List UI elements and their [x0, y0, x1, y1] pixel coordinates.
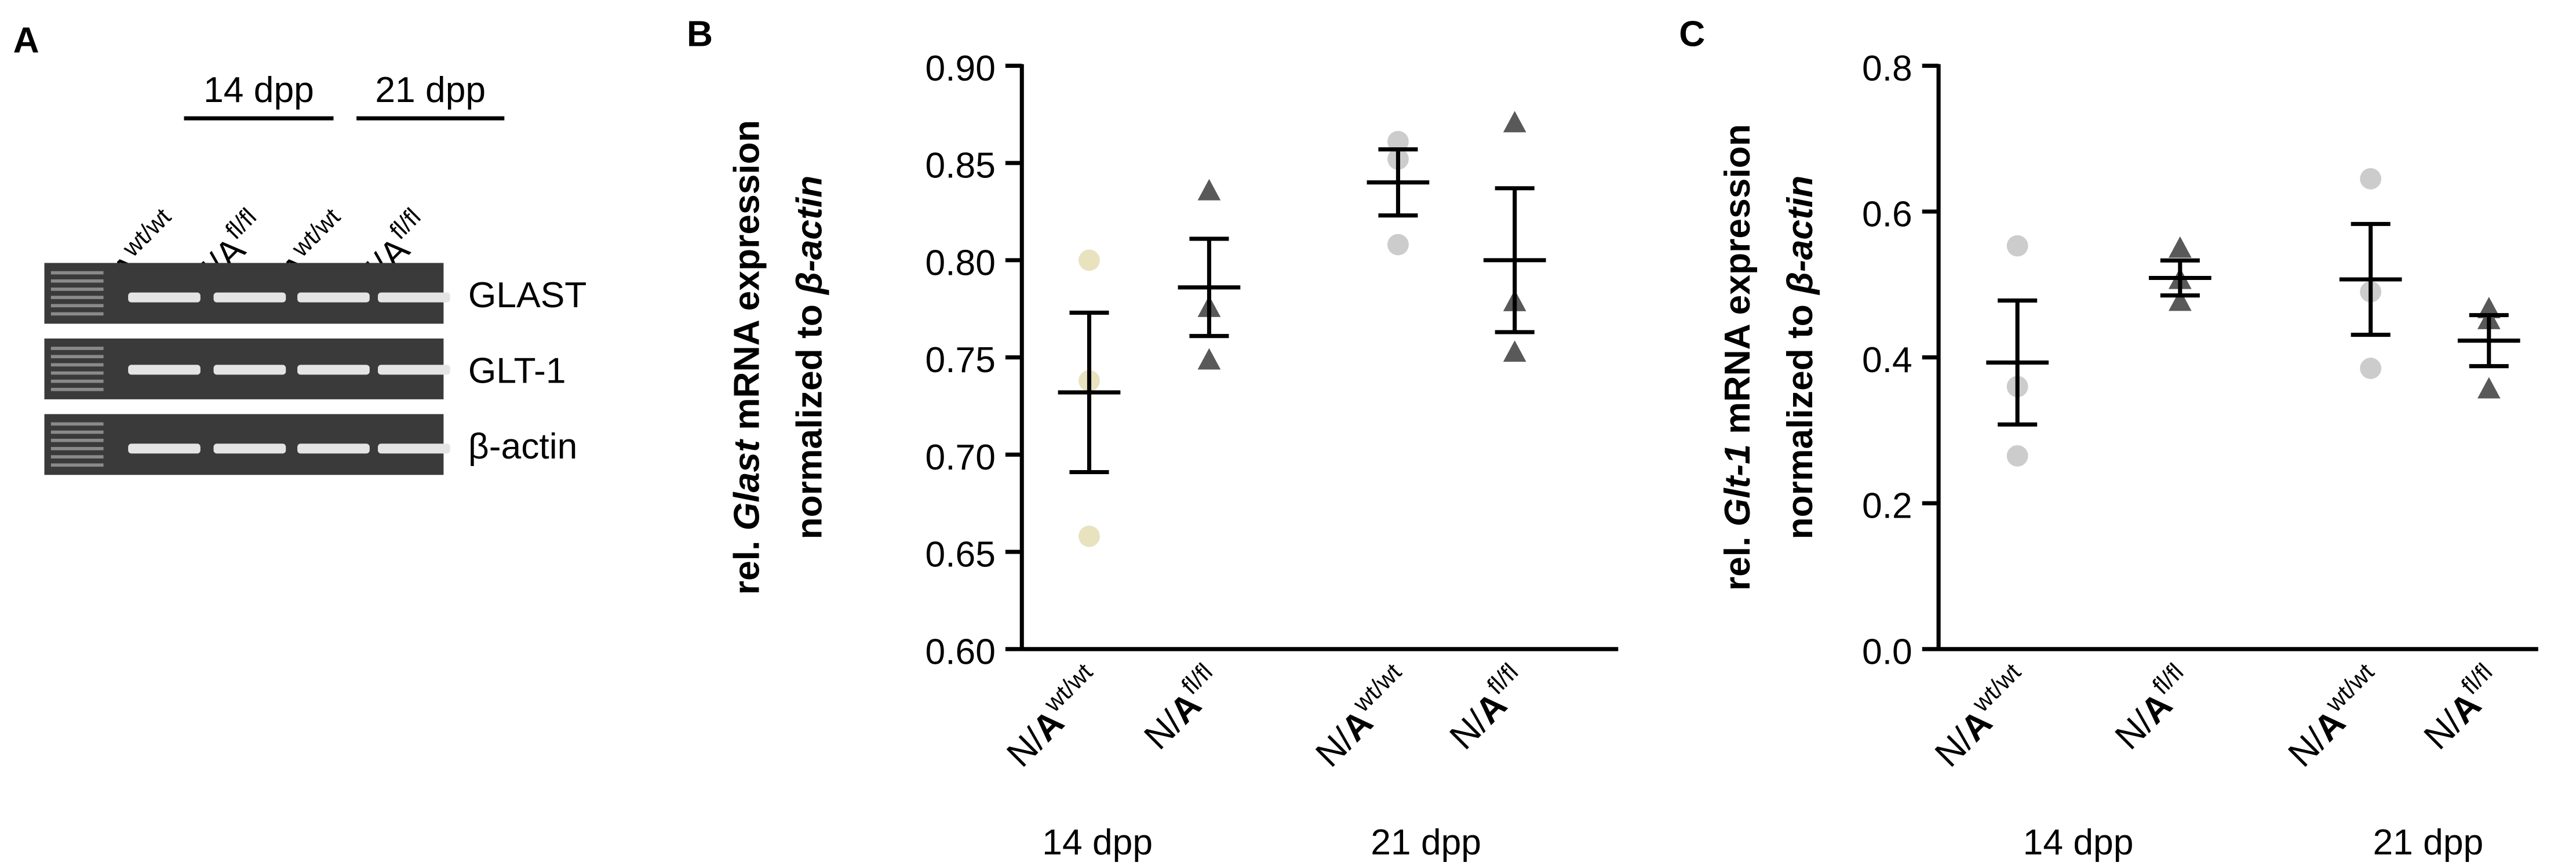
y-tick-label: 0.8 [1862, 49, 1912, 89]
y-tick-label: 0.90 [926, 49, 996, 89]
ladder-band [50, 438, 104, 442]
group-label: 14 dpp [203, 70, 314, 110]
ladder-band [50, 371, 104, 375]
gene-label: GLT-1 [468, 351, 566, 391]
x-tick-label: N/Afl/fl [1132, 658, 1231, 757]
y-axis-label-part: normalized to [789, 294, 829, 540]
y-tick-label: 0.6 [1862, 195, 1912, 235]
x-tick-label: N/Afl/fl [1438, 658, 1536, 757]
gene-label: β-actin [468, 427, 577, 467]
ladder-band [50, 430, 104, 434]
gel-band [128, 292, 201, 303]
y-axis-label-part: mRNA expression [1718, 124, 1758, 444]
y-axis-label-part: Glt-1 [1718, 444, 1758, 526]
data-point [2168, 289, 2192, 311]
gene-label: GLAST [468, 275, 586, 315]
y-axis-label-part: rel. [1718, 526, 1758, 591]
panel-label: B [687, 14, 713, 54]
data-point [2006, 235, 2028, 257]
y-tick-label: 0.70 [926, 438, 996, 478]
y-tick-label: 0.85 [926, 146, 996, 186]
gel-band [213, 365, 286, 375]
ladder-band [50, 288, 104, 291]
x-tick-label: N/Afl/fl [2104, 658, 2202, 757]
group-label: 14 dpp [1042, 823, 1153, 863]
y-axis-label-part: rel. [727, 530, 767, 595]
group-label: 21 dpp [1371, 823, 1481, 863]
data-point [1387, 130, 1409, 152]
y-tick-label: 0.60 [926, 632, 996, 672]
y-axis-label-part: β-actin [789, 176, 829, 296]
data-point [1503, 340, 1526, 362]
x-tick-label: N/Awt/wt [1304, 658, 1420, 775]
y-axis-label-part: normalized to [1780, 294, 1820, 540]
data-point [2477, 377, 2501, 399]
ladder-band [50, 422, 104, 426]
ladder-band [50, 463, 104, 467]
ladder-band [50, 271, 104, 275]
y-axis-label-part: Glast [727, 439, 767, 530]
data-point [1079, 525, 1100, 547]
group-label: 21 dpp [375, 70, 486, 110]
ladder-band [50, 355, 104, 359]
data-point [1197, 179, 1221, 201]
gel-band [297, 443, 370, 454]
y-axis-label-part: mRNA expression [727, 120, 767, 440]
data-point [2168, 236, 2192, 258]
gel-band [378, 443, 450, 454]
y-tick-label: 0.75 [926, 340, 996, 380]
panel-label: A [13, 21, 39, 61]
data-point [2006, 445, 2028, 467]
y-axis-label: normalized to β-actin [1780, 176, 1820, 540]
data-point [2360, 168, 2382, 190]
gel-band [297, 365, 370, 375]
group-label: 21 dpp [2373, 823, 2483, 863]
y-axis-label: rel. Glt-1 mRNA expression [1718, 124, 1758, 591]
x-tick-label: N/Afl/fl [2413, 658, 2511, 757]
group-label: 14 dpp [2023, 823, 2134, 863]
ladder-band [50, 388, 104, 391]
y-axis-label: normalized to β-actin [789, 176, 829, 540]
gel-band [128, 365, 201, 375]
ladder-band [50, 363, 104, 367]
data-point [2360, 358, 2382, 379]
data-point [1503, 111, 1526, 133]
panel-label: C [1679, 14, 1705, 54]
data-point [2477, 297, 2501, 319]
x-tick-label: N/Awt/wt [995, 658, 1112, 775]
ladder-band [50, 379, 104, 383]
y-tick-label: 0.65 [926, 535, 996, 575]
ladder-band [50, 296, 104, 299]
y-tick-label: 0.4 [1862, 340, 1912, 380]
gel-band [378, 365, 450, 375]
y-axis-label-part: β-actin [1780, 176, 1820, 296]
ladder-band [50, 304, 104, 308]
data-point [1079, 249, 1100, 271]
y-tick-label: 0.80 [926, 243, 996, 283]
x-tick-label: N/Awt/wt [2276, 658, 2393, 775]
data-point [1387, 234, 1409, 256]
ladder-band [50, 447, 104, 450]
gel-band [213, 292, 286, 303]
ladder-band [50, 312, 104, 316]
ladder-band [50, 279, 104, 283]
y-axis-label: rel. Glast mRNA expression [727, 120, 767, 595]
gel-band [297, 292, 370, 303]
y-tick-label: 0.0 [1862, 632, 1912, 672]
gel-band [128, 443, 201, 454]
ladder-band [50, 455, 104, 459]
y-tick-label: 0.2 [1862, 486, 1912, 526]
gel-band [378, 292, 450, 303]
gel-band [213, 443, 286, 454]
x-tick-label: N/Awt/wt [1923, 658, 2040, 775]
ladder-band [50, 347, 104, 350]
data-point [1197, 348, 1221, 370]
